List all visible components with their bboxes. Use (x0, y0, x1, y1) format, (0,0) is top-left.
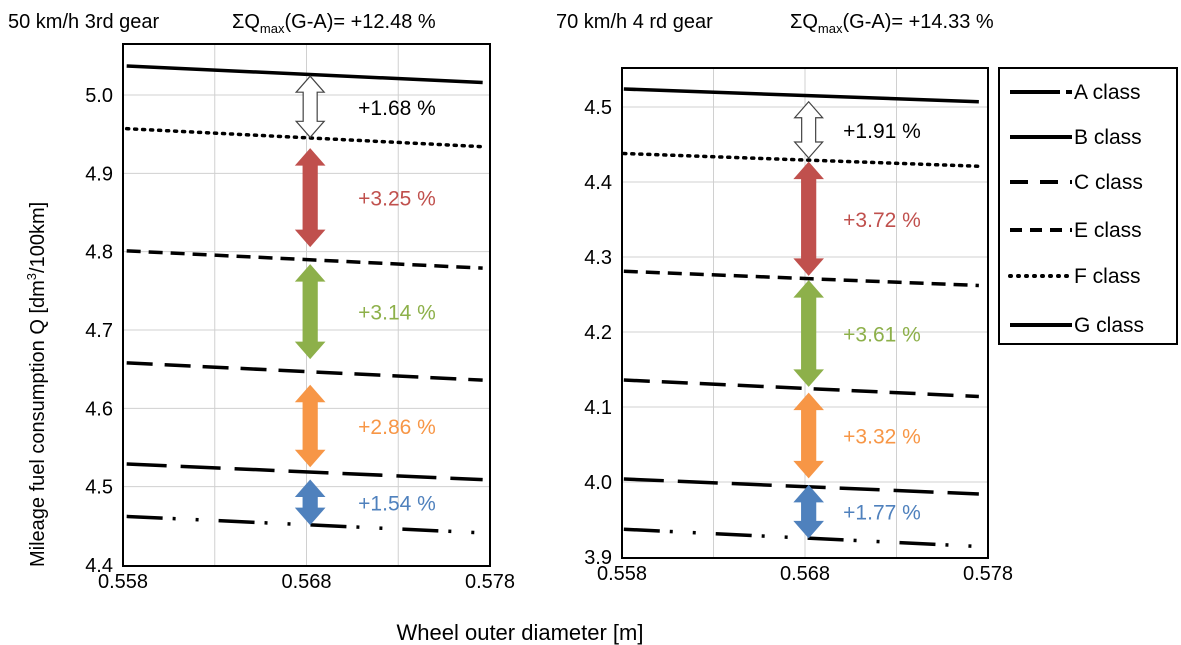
legend-box (998, 67, 1178, 345)
x-tick-label: 0.578 (465, 571, 515, 593)
right-sum-prefix: ΣQ (790, 11, 818, 33)
y-tick-label: 4.6 (85, 398, 113, 420)
x-tick-label: 0.568 (780, 563, 830, 585)
difference-arrow (793, 392, 824, 479)
series-line-b-class (126, 462, 483, 482)
legend-label: F class (1074, 265, 1141, 288)
y-tick-label: 4.5 (584, 97, 612, 119)
difference-label: +3.14 % (358, 302, 436, 325)
difference-label: +3.61 % (843, 324, 921, 347)
y-tick-label: 4.4 (584, 172, 612, 194)
left-sum-suffix: (G-A)= +12.48 % (284, 11, 435, 33)
legend-label: B class (1074, 126, 1142, 149)
difference-arrow (294, 75, 326, 139)
left-chart-title: 50 km/h 3rd gear (8, 11, 160, 33)
y-tick-label: 3.9 (584, 547, 612, 569)
difference-arrow (793, 280, 824, 387)
difference-arrow (294, 479, 326, 526)
right-chart-sum-label: ΣQmax(G-A)= +14.33 % (790, 11, 994, 36)
difference-arrow (294, 148, 326, 248)
series-line-e-class (126, 249, 483, 270)
legend-label: C class (1074, 171, 1143, 194)
series-line-e-class (623, 269, 979, 288)
y-tick-label: 4.9 (85, 163, 113, 185)
series-line-g-class (623, 87, 979, 104)
legend-label: E class (1074, 219, 1142, 242)
difference-arrow (793, 100, 824, 159)
legend-label: A class (1074, 81, 1141, 104)
y-tick-label: 5.0 (85, 85, 113, 107)
left-chart-sum-label: ΣQmax(G-A)= +12.48 % (232, 11, 436, 36)
y-tick-label: 4.5 (85, 477, 113, 499)
series-line-g-class (126, 64, 483, 85)
x-tick-label: 0.558 (98, 571, 148, 593)
legend-label: G class (1074, 314, 1144, 337)
difference-label: +1.77 % (843, 502, 921, 525)
y-tick-label: 4.8 (85, 242, 113, 264)
difference-label: +1.54 % (358, 492, 436, 515)
left-chart: 4.4 4.5 4.6 4.7 4.8 4.9 5.0 0.558 0.568 0.578 +1.6… (85, 43, 515, 593)
legend: A class B class C class E class F class G cla… (998, 67, 1178, 345)
difference-arrow (294, 264, 326, 360)
series-line-c-class (623, 378, 979, 399)
difference-label: +3.72 % (843, 209, 921, 232)
difference-label: +1.91 % (843, 120, 921, 143)
plot-frame (122, 43, 491, 567)
difference-arrow (294, 384, 326, 468)
difference-label: +2.86 % (358, 416, 436, 439)
x-tick-label: 0.568 (281, 571, 331, 593)
y-tick-label: 4.2 (584, 322, 612, 344)
right-sum-suffix: (G-A)= +14.33 % (842, 11, 993, 33)
y-axis-label: Mileage fuel consumption Q [dm3/100km] (24, 202, 49, 567)
y-label-main: Mileage fuel consumption Q [dm (27, 280, 49, 567)
right-sum-sub: max (818, 21, 843, 36)
y-tick-label: 4.7 (85, 320, 113, 342)
plot-frame (621, 67, 989, 559)
difference-label: +1.68 % (358, 97, 436, 120)
difference-label: +3.32 % (843, 426, 921, 449)
difference-arrow (793, 161, 824, 276)
series-line-a-class (623, 527, 979, 549)
y-tick-label: 4.3 (584, 247, 612, 269)
difference-arrow (793, 484, 824, 539)
left-sum-sub: max (260, 21, 285, 36)
right-chart-title: 70 km/h 4 rd gear (556, 11, 713, 33)
x-tick-label: 0.558 (597, 563, 647, 585)
series-line-c-class (126, 361, 483, 382)
y-tick-label: 4.1 (584, 397, 612, 419)
y-tick-label: 4.4 (85, 555, 113, 577)
x-tick-label: 0.578 (963, 563, 1013, 585)
series-line-a-class (126, 514, 483, 535)
x-axis-label: Wheel outer diameter [m] (397, 620, 644, 645)
y-label-tail: /100km] (27, 202, 49, 273)
y-tick-label: 4.0 (584, 472, 612, 494)
series-line-f-class (622, 151, 981, 168)
right-chart: 3.9 4.0 4.1 4.2 4.3 4.4 4.5 0.558 0.568 0.578 +1.9… (584, 67, 1013, 585)
difference-label: +3.25 % (358, 188, 436, 211)
series-line-b-class (623, 477, 979, 496)
series-line-f-class (124, 126, 485, 149)
y-label-sup: 3 (24, 273, 39, 280)
left-sum-prefix: ΣQ (232, 11, 260, 33)
